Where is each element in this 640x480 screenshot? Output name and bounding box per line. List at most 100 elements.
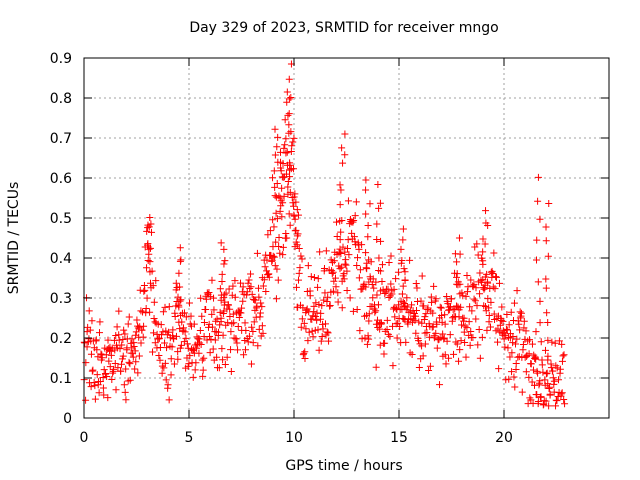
data-point xyxy=(437,304,445,312)
data-point xyxy=(349,218,357,226)
data-point xyxy=(470,295,478,303)
data-point xyxy=(544,356,552,364)
data-point xyxy=(224,301,232,309)
data-point xyxy=(115,336,123,344)
data-point xyxy=(505,321,513,329)
data-point xyxy=(461,338,469,346)
data-point xyxy=(271,262,279,270)
data-point xyxy=(112,331,120,339)
data-point xyxy=(155,352,163,360)
data-point xyxy=(501,343,509,351)
data-point xyxy=(229,282,237,290)
data-point xyxy=(421,329,429,337)
data-point xyxy=(423,329,431,337)
data-point xyxy=(258,303,266,311)
data-point xyxy=(196,326,204,334)
data-point xyxy=(512,359,520,367)
data-point xyxy=(356,327,364,335)
data-point xyxy=(262,287,270,295)
data-point xyxy=(376,325,384,333)
data-point xyxy=(152,277,160,285)
data-point xyxy=(300,349,308,357)
data-point xyxy=(516,308,524,316)
data-point xyxy=(301,348,309,356)
data-point xyxy=(271,183,279,191)
data-point xyxy=(443,293,451,301)
data-point xyxy=(362,249,370,257)
data-point xyxy=(147,220,155,228)
data-point xyxy=(291,227,299,235)
data-point xyxy=(558,389,566,397)
data-point xyxy=(380,350,388,358)
data-point xyxy=(516,314,524,322)
data-point xyxy=(290,165,298,173)
data-point xyxy=(205,288,213,296)
y-tick-label: 0.5 xyxy=(50,211,72,227)
data-point xyxy=(304,262,312,270)
data-point xyxy=(479,248,487,256)
data-point xyxy=(270,223,278,231)
data-point xyxy=(182,334,190,342)
data-point xyxy=(292,283,300,291)
data-point xyxy=(338,144,346,152)
data-point xyxy=(533,236,541,244)
data-point xyxy=(120,381,128,389)
data-point xyxy=(432,295,440,303)
data-point xyxy=(481,240,489,248)
data-point xyxy=(455,234,463,242)
data-point xyxy=(328,270,336,278)
data-point xyxy=(213,315,221,323)
data-point xyxy=(285,95,293,103)
data-point xyxy=(369,294,377,302)
data-point xyxy=(534,173,542,181)
data-point xyxy=(265,273,273,281)
data-point xyxy=(433,344,441,352)
data-point xyxy=(306,292,314,300)
data-point xyxy=(304,337,312,345)
data-point xyxy=(429,323,437,331)
data-point xyxy=(544,336,552,344)
data-point xyxy=(146,258,154,266)
data-point xyxy=(321,289,329,297)
data-point xyxy=(351,238,359,246)
data-point xyxy=(91,382,99,390)
data-point xyxy=(310,273,318,281)
data-point xyxy=(275,234,283,242)
data-point xyxy=(522,327,530,335)
data-point xyxy=(283,148,291,156)
x-tick-label: 10 xyxy=(285,430,303,446)
data-point xyxy=(336,236,344,244)
data-point xyxy=(225,285,233,293)
data-point xyxy=(140,287,148,295)
data-point xyxy=(119,352,127,360)
data-point xyxy=(476,354,484,362)
data-point xyxy=(438,318,446,326)
data-point xyxy=(297,323,305,331)
data-point xyxy=(430,334,438,342)
data-point xyxy=(228,320,236,328)
data-point xyxy=(383,316,391,324)
data-point xyxy=(173,297,181,305)
data-point xyxy=(268,257,276,265)
data-point xyxy=(507,308,515,316)
data-point xyxy=(135,352,143,360)
y-tick-label: 0.6 xyxy=(50,171,72,187)
data-point xyxy=(456,346,464,354)
data-point xyxy=(132,328,140,336)
data-point xyxy=(121,388,129,396)
data-point xyxy=(458,321,466,329)
data-point xyxy=(110,365,118,373)
data-point xyxy=(550,377,558,385)
data-point xyxy=(392,275,400,283)
data-point xyxy=(307,273,315,281)
data-point xyxy=(541,346,549,354)
data-point xyxy=(339,159,347,167)
data-point xyxy=(487,268,495,276)
x-tick-label: 15 xyxy=(390,430,408,446)
data-point xyxy=(291,215,299,223)
data-point xyxy=(320,264,328,272)
data-point xyxy=(209,345,217,353)
data-point xyxy=(552,402,560,410)
data-point xyxy=(159,308,167,316)
